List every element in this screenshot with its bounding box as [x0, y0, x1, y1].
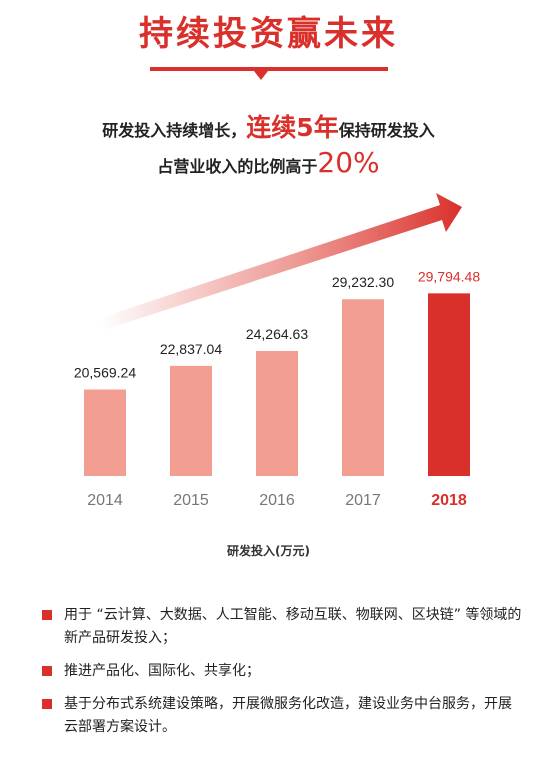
- subtitle-line-2: 占营业收入的比例高于20%: [0, 146, 537, 179]
- bar-2014: [84, 389, 126, 476]
- tick-label-2017: 2017: [345, 492, 381, 509]
- subtitle-line-1: 研发投入持续增长，连续5年保持研发投入: [0, 108, 537, 144]
- bullet-marker: [42, 610, 52, 620]
- bar-2015: [170, 365, 212, 476]
- value-label-group: 20,569.24 22,837.04 24,264.63 29,232.30 29,7…: [74, 268, 480, 380]
- subtitle-highlight: 20%: [317, 146, 380, 179]
- title-underline: [150, 67, 388, 80]
- value-label-2017: 29,232.30: [332, 274, 394, 290]
- tick-label-group: 2014 2015 2016 2017 2018: [87, 492, 467, 509]
- tick-label-2016: 2016: [259, 492, 295, 509]
- subtitle-text: 保持研发投入: [338, 121, 435, 140]
- value-label-2018: 29,794.48: [418, 268, 480, 284]
- bullet-marker: [42, 699, 52, 709]
- value-label-2016: 24,264.63: [246, 326, 308, 342]
- bar-chart: 20,569.24 22,837.04 24,264.63 29,232.30 29,7…: [74, 193, 480, 509]
- trend-arrow: [100, 193, 462, 330]
- tick-label-2018: 2018: [431, 492, 467, 509]
- bullet-item: 推进产品化、国际化、共享化；: [42, 660, 522, 683]
- bullet-item: 用于 “云计算、大数据、人工智能、移动互联、物联网、区块链” 等领域的新产品研发…: [42, 604, 522, 650]
- x-axis-label: 研发投入(万元): [227, 544, 310, 558]
- page-title: 持续投资赢未来: [139, 14, 398, 54]
- tick-label-2015: 2015: [173, 492, 209, 509]
- tick-label-2014: 2014: [87, 492, 123, 509]
- value-label-2015: 22,837.04: [160, 341, 222, 357]
- subtitle-highlight: 连续5年: [246, 113, 339, 142]
- bar-group: [84, 293, 470, 476]
- bullet-text: 基于分布式系统建设策略，开展微服务化改造，建设业务中台服务，开展云部署方案设计。: [64, 696, 512, 735]
- subtitle-text: 研发投入持续增长，: [102, 121, 247, 140]
- bullet-marker: [42, 666, 52, 676]
- bullet-text: 用于 “云计算、大数据、人工智能、移动互联、物联网、区块链” 等领域的新产品研发…: [64, 607, 522, 646]
- bullet-text: 推进产品化、国际化、共享化；: [64, 663, 260, 679]
- bullet-item: 基于分布式系统建设策略，开展微服务化改造，建设业务中台服务，开展云部署方案设计。: [42, 693, 522, 739]
- bar-2016: [256, 350, 298, 476]
- subtitle-text: 占营业收入的比例高于: [157, 157, 318, 176]
- value-label-2014: 20,569.24: [74, 365, 136, 381]
- bar-2017: [342, 299, 384, 476]
- bar-2018: [428, 293, 470, 476]
